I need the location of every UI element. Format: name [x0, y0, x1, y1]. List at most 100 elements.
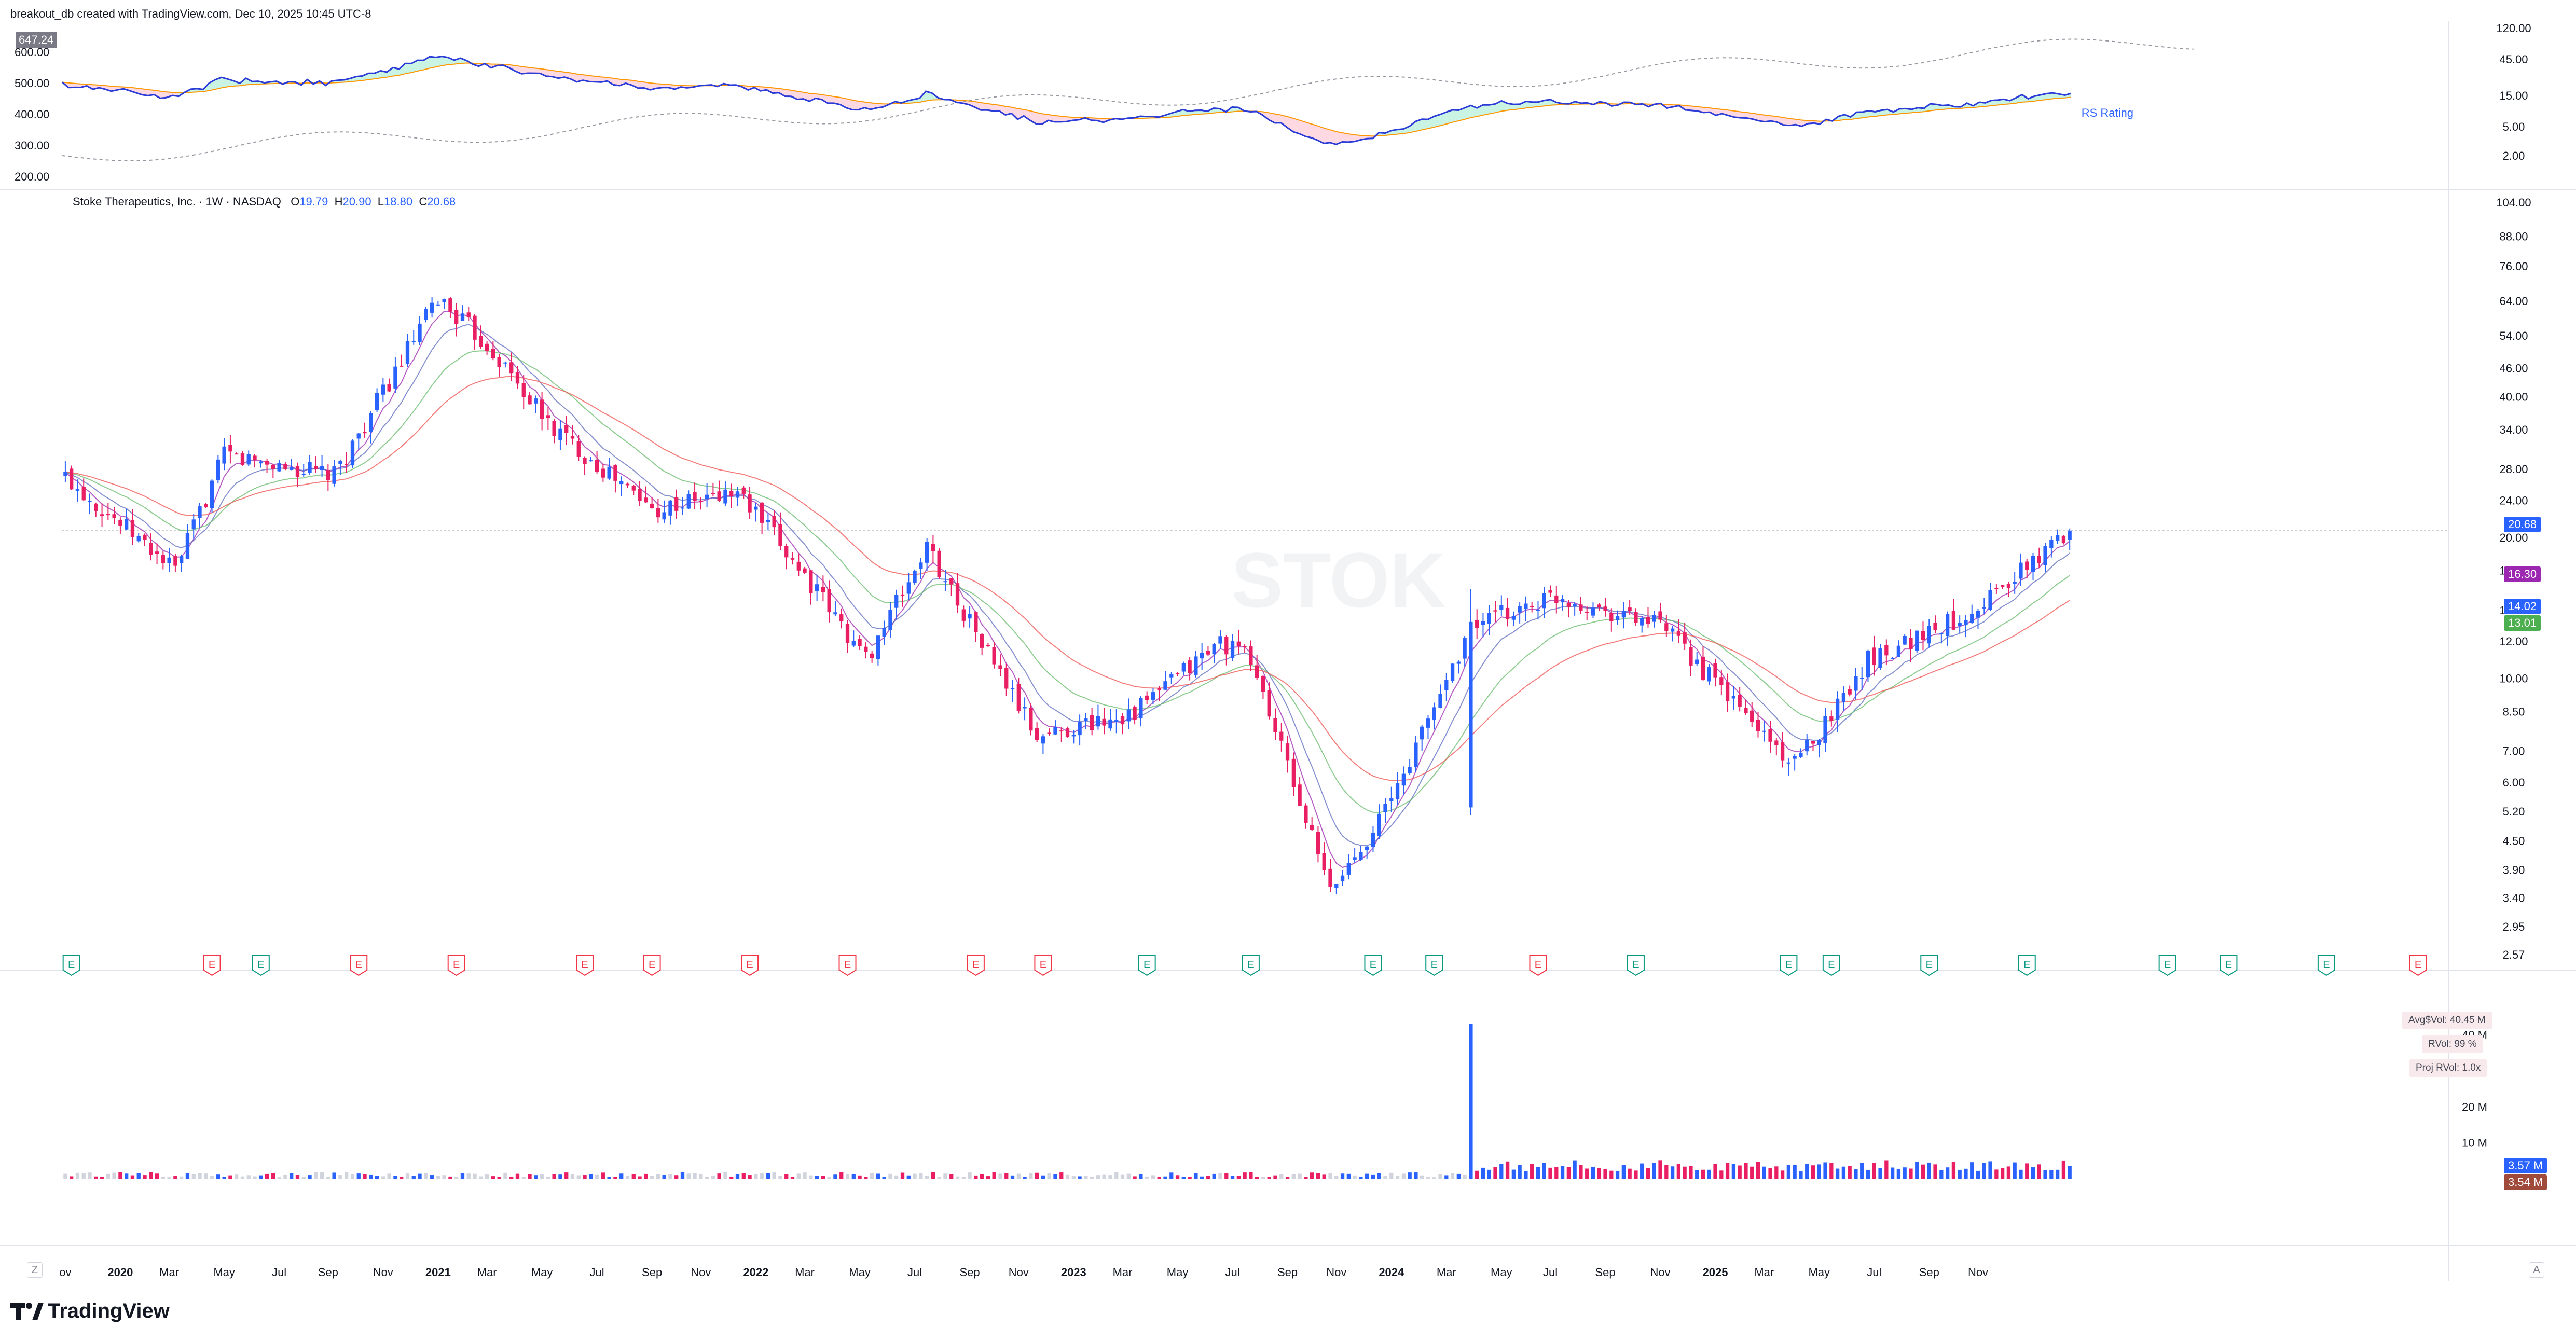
candle-body: [1096, 716, 1100, 727]
rs-fill-segment: [521, 66, 528, 74]
volume-bar: [136, 1173, 141, 1179]
volume-bar: [338, 1175, 342, 1179]
price-axis-label: 76.00: [2499, 260, 2528, 273]
rs-fill-segment: [1470, 105, 1477, 118]
rs-fill-segment: [558, 71, 564, 78]
candle-body: [277, 463, 281, 472]
rs-fill-segment: [540, 68, 546, 76]
volume-bar: [283, 1174, 287, 1179]
candle-body: [1994, 588, 1999, 589]
candle-body: [2068, 530, 2072, 540]
candle-body: [638, 489, 642, 501]
candle-body: [894, 595, 899, 608]
candle-body: [1438, 694, 1442, 708]
auto-scale-button[interactable]: A: [2529, 1262, 2544, 1278]
candle-body: [693, 492, 697, 501]
rs-fill-segment: [1985, 100, 1992, 107]
ohlc-high-label: H: [334, 195, 343, 208]
rs-fill-segment: [1452, 109, 1459, 122]
candle-body: [833, 612, 837, 615]
volume-bar: [180, 1176, 184, 1179]
candle-body: [149, 542, 153, 555]
price-axis-label: 28.00: [2499, 463, 2528, 476]
rs-left-axis-label: 500.00: [15, 77, 49, 90]
candle-body: [430, 302, 434, 313]
candle-body: [1823, 716, 1827, 743]
volume-bar: [400, 1177, 404, 1179]
rs-fill-segment: [1465, 105, 1471, 119]
volume-bar: [515, 1173, 520, 1179]
volume-bar: [650, 1176, 654, 1179]
candle-body: [1640, 618, 1644, 626]
candle-body: [1432, 707, 1436, 721]
candle-body: [931, 544, 935, 551]
volume-bar: [1890, 1167, 1895, 1179]
price-axis-label: 7.00: [2503, 744, 2525, 757]
candle-body: [607, 466, 611, 479]
volume-bar: [809, 1175, 813, 1179]
candle-body: [839, 614, 844, 621]
candle-body: [265, 461, 269, 465]
volume-bar: [1573, 1160, 1577, 1179]
candle-body: [1102, 718, 1106, 726]
rs-fill-segment: [1526, 101, 1532, 108]
volume-bar: [534, 1175, 538, 1179]
volume-bar: [1078, 1176, 1082, 1179]
time-axis-label: May: [1808, 1266, 1830, 1279]
rs-fill-segment: [1397, 129, 1404, 134]
volume-bar: [112, 1172, 116, 1179]
candle-body: [583, 458, 587, 464]
volume-bar: [485, 1174, 489, 1179]
candle-body: [418, 323, 422, 342]
rs-fill-segment: [129, 87, 136, 93]
volume-bar: [1615, 1171, 1620, 1179]
volume-bar: [827, 1177, 831, 1179]
candle-body: [1793, 756, 1797, 759]
candle-body: [1878, 648, 1882, 668]
rs-left-axis-label: 200.00: [15, 170, 49, 183]
time-axis-label: 2024: [1379, 1266, 1404, 1279]
tradingview-logo[interactable]: TradingView: [10, 1299, 170, 1323]
rs-left-axis-label: 600.00: [15, 46, 49, 59]
candle-body: [1255, 665, 1259, 678]
candle-body: [1921, 631, 1925, 640]
volume-bar: [1401, 1173, 1406, 1179]
volume-bar: [790, 1177, 795, 1179]
volume-bar: [1414, 1172, 1418, 1179]
rs-fill-segment: [399, 63, 406, 75]
volume-bar: [106, 1173, 110, 1179]
volume-bar: [1695, 1170, 1699, 1179]
candle-body: [1322, 853, 1326, 870]
volume-bar: [1560, 1166, 1565, 1179]
candle-body: [466, 312, 471, 317]
volume-bar: [1597, 1168, 1601, 1179]
ohlc-open-label: O: [291, 195, 300, 208]
rs-fill-segment: [1336, 131, 1343, 145]
symbol-legend[interactable]: Stoke Therapeutics, Inc. · 1W · NASDAQ O…: [73, 195, 456, 209]
price-badge-last: 20.68: [2504, 517, 2541, 532]
zoom-reset-button[interactable]: Z: [27, 1262, 43, 1278]
volume-bar: [2043, 1170, 2047, 1179]
candle-body: [552, 421, 556, 436]
volume-bar: [1463, 1174, 1467, 1179]
candle-body: [986, 645, 990, 647]
rs-right-axis-label: 15.00: [2499, 89, 2528, 102]
volume-bar: [314, 1172, 318, 1179]
candle-body: [870, 653, 874, 658]
candle-body: [1951, 611, 1956, 630]
volume-bar: [1756, 1162, 1760, 1179]
volume-bar: [130, 1175, 135, 1179]
volume-bar: [259, 1175, 263, 1179]
candle-body: [479, 336, 483, 347]
candle-body: [2031, 556, 2035, 572]
candle-body: [228, 445, 232, 452]
rs-fill-segment: [1324, 128, 1330, 144]
rs-fill-segment: [1483, 105, 1490, 115]
earnings-marker-label: E: [844, 959, 851, 971]
candle-body: [1646, 617, 1650, 624]
candle-body: [222, 446, 226, 464]
volume-bar: [1921, 1164, 1925, 1179]
rs-fill-segment: [2016, 94, 2022, 103]
volume-bar: [1591, 1167, 1595, 1179]
rs-fill-segment: [405, 63, 411, 74]
